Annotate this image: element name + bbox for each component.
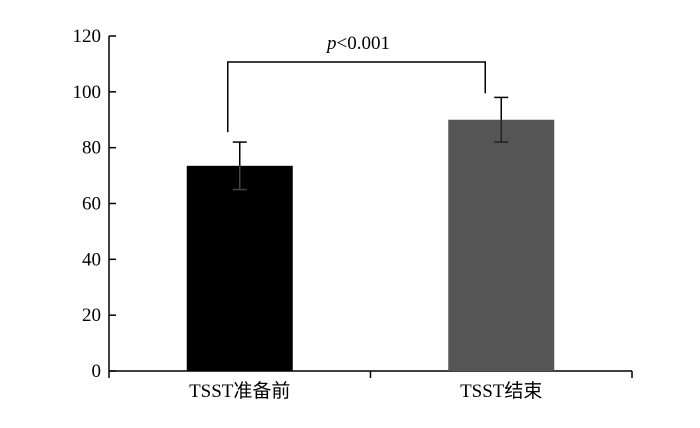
p-value-prefix: p [325, 33, 337, 54]
bar [186, 165, 293, 371]
y-tick-label: 120 [73, 26, 102, 47]
y-tick-label: 20 [82, 305, 101, 326]
y-tick-label: 60 [82, 194, 101, 215]
axes: 0 20 40 60 80 100 120 TSST准备前 TSST结束 [73, 26, 633, 402]
y-tick-label: 100 [73, 82, 102, 103]
bar [448, 119, 555, 371]
y-tick-label: 0 [92, 361, 102, 382]
significance-bracket [227, 61, 486, 133]
error-bars [232, 96, 509, 191]
bars [186, 119, 555, 371]
bracket-line [227, 61, 486, 133]
x-category-label: TSST准备前 [189, 380, 290, 402]
p-value-label: p<0.001 [325, 33, 390, 54]
p-value-text: <0.001 [337, 33, 390, 54]
y-tick-label: 40 [82, 249, 101, 270]
x-category-label: TSST结束 [460, 380, 542, 402]
y-tick-label: 80 [82, 138, 101, 159]
